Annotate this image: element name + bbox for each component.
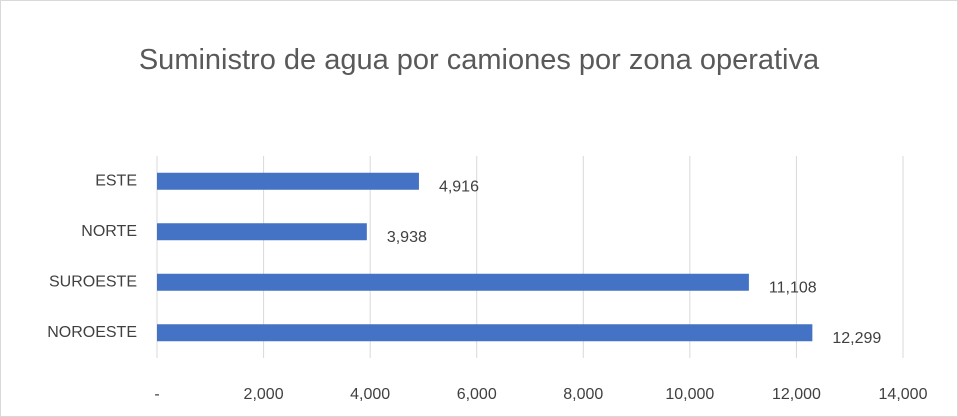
bar [157,324,813,342]
x-tick-label: 12,000 [772,386,821,403]
x-tick-label: 2,000 [244,386,284,403]
x-tick-label: 4,000 [350,386,390,403]
y-tick-label: NOROESTE [47,324,137,341]
y-tick-label: SUROESTE [49,273,137,290]
y-tick-label: NORTE [81,223,137,240]
x-tick-label: 10,000 [665,386,714,403]
data-label: 11,108 [769,279,817,296]
x-tick-label: - [154,386,159,403]
x-tick-label: 14,000 [879,386,928,403]
chart-title: Suministro de agua por camiones por zona… [138,44,820,76]
data-label: 12,299 [832,330,881,347]
bar [157,172,419,190]
x-tick-label: 8,000 [563,386,603,403]
bar [157,273,749,291]
bar [157,223,367,241]
x-tick-label: 6,000 [457,386,497,403]
data-label: 3,938 [387,229,427,246]
y-tick-label: ESTE [95,172,137,189]
data-label: 4,916 [439,178,479,195]
